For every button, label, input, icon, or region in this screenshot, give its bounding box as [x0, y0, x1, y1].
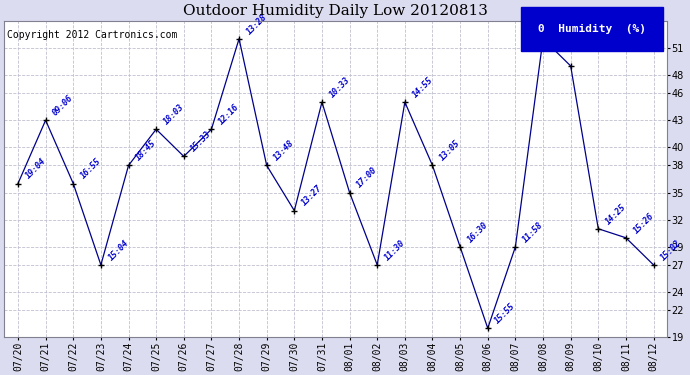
Text: 13:27: 13:27	[300, 184, 324, 208]
Text: 09:06: 09:06	[51, 93, 75, 117]
Text: 12:16: 12:16	[217, 102, 241, 126]
Text: 15:04: 15:04	[106, 238, 130, 262]
Text: 0  Humidity  (%): 0 Humidity (%)	[538, 24, 646, 34]
Text: 19:04: 19:04	[23, 157, 48, 181]
Text: 13:35: 13:35	[549, 12, 573, 36]
Text: 14:25: 14:25	[604, 202, 628, 226]
Text: 15:26: 15:26	[631, 211, 656, 235]
Text: 10:33: 10:33	[328, 75, 351, 99]
Text: 16:30: 16:30	[466, 220, 490, 244]
Text: 16:55: 16:55	[79, 157, 103, 181]
Text: Copyright 2012 Cartronics.com: Copyright 2012 Cartronics.com	[8, 30, 178, 40]
Title: Outdoor Humidity Daily Low 20120813: Outdoor Humidity Daily Low 20120813	[184, 4, 489, 18]
Text: 17:00: 17:00	[355, 166, 380, 190]
Text: 13:28: 13:28	[245, 12, 268, 36]
Text: 13:48: 13:48	[273, 139, 296, 163]
Text: 11:30: 11:30	[383, 238, 407, 262]
Text: 15:33: 15:33	[189, 130, 213, 154]
Text: 15:55: 15:55	[493, 302, 518, 326]
Text: 13:05: 13:05	[438, 139, 462, 163]
Text: 11:58: 11:58	[521, 220, 545, 244]
Text: 15:02: 15:02	[659, 238, 683, 262]
Text: 14:55: 14:55	[411, 75, 435, 99]
Text: 18:45: 18:45	[134, 139, 158, 163]
Text: 18:03: 18:03	[161, 102, 186, 126]
